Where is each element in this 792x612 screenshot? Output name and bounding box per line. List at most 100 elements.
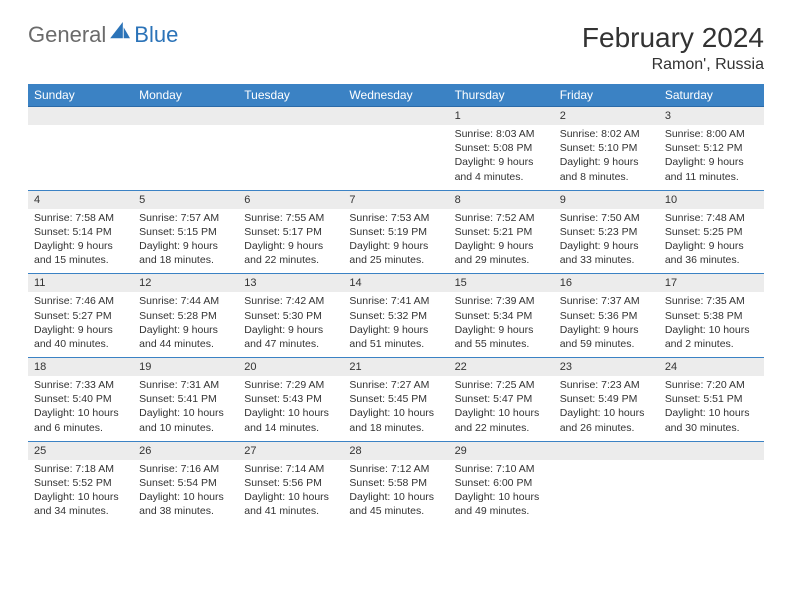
day-cell (238, 107, 343, 190)
day-number: 27 (238, 442, 343, 460)
day-header-saturday: Saturday (659, 84, 764, 106)
day-number (238, 107, 343, 125)
day-cell: 28Sunrise: 7:12 AM Sunset: 5:58 PM Dayli… (343, 442, 448, 525)
day-body (659, 460, 764, 518)
day-cell: 23Sunrise: 7:23 AM Sunset: 5:49 PM Dayli… (554, 358, 659, 441)
day-cell: 14Sunrise: 7:41 AM Sunset: 5:32 PM Dayli… (343, 274, 448, 357)
logo-sail-icon (110, 22, 132, 40)
day-number: 26 (133, 442, 238, 460)
day-body: Sunrise: 7:27 AM Sunset: 5:45 PM Dayligh… (343, 376, 448, 441)
day-number: 7 (343, 191, 448, 209)
day-cell: 22Sunrise: 7:25 AM Sunset: 5:47 PM Dayli… (449, 358, 554, 441)
day-body: Sunrise: 7:33 AM Sunset: 5:40 PM Dayligh… (28, 376, 133, 441)
day-cell: 4Sunrise: 7:58 AM Sunset: 5:14 PM Daylig… (28, 191, 133, 274)
day-cell: 27Sunrise: 7:14 AM Sunset: 5:56 PM Dayli… (238, 442, 343, 525)
day-number: 2 (554, 107, 659, 125)
day-number: 21 (343, 358, 448, 376)
day-cell (343, 107, 448, 190)
day-header-friday: Friday (554, 84, 659, 106)
day-body (238, 125, 343, 183)
day-number: 10 (659, 191, 764, 209)
day-number: 3 (659, 107, 764, 125)
day-cell: 11Sunrise: 7:46 AM Sunset: 5:27 PM Dayli… (28, 274, 133, 357)
day-body: Sunrise: 7:42 AM Sunset: 5:30 PM Dayligh… (238, 292, 343, 357)
day-cell: 8Sunrise: 7:52 AM Sunset: 5:21 PM Daylig… (449, 191, 554, 274)
day-number: 18 (28, 358, 133, 376)
day-cell: 26Sunrise: 7:16 AM Sunset: 5:54 PM Dayli… (133, 442, 238, 525)
day-body: Sunrise: 7:53 AM Sunset: 5:19 PM Dayligh… (343, 209, 448, 274)
month-title: February 2024 (582, 22, 764, 54)
week-row: 25Sunrise: 7:18 AM Sunset: 5:52 PM Dayli… (28, 442, 764, 525)
week-row: 11Sunrise: 7:46 AM Sunset: 5:27 PM Dayli… (28, 274, 764, 358)
logo-text-gray: General (28, 22, 106, 48)
day-body: Sunrise: 7:10 AM Sunset: 6:00 PM Dayligh… (449, 460, 554, 525)
week-row: 1Sunrise: 8:03 AM Sunset: 5:08 PM Daylig… (28, 107, 764, 191)
day-body: Sunrise: 7:20 AM Sunset: 5:51 PM Dayligh… (659, 376, 764, 441)
day-number: 23 (554, 358, 659, 376)
day-number (554, 442, 659, 460)
logo: General Blue (28, 22, 178, 48)
day-body: Sunrise: 7:55 AM Sunset: 5:17 PM Dayligh… (238, 209, 343, 274)
day-number: 4 (28, 191, 133, 209)
day-body: Sunrise: 7:41 AM Sunset: 5:32 PM Dayligh… (343, 292, 448, 357)
day-number: 24 (659, 358, 764, 376)
day-cell: 3Sunrise: 8:00 AM Sunset: 5:12 PM Daylig… (659, 107, 764, 190)
day-body (133, 125, 238, 183)
day-number: 6 (238, 191, 343, 209)
day-cell: 5Sunrise: 7:57 AM Sunset: 5:15 PM Daylig… (133, 191, 238, 274)
day-number: 11 (28, 274, 133, 292)
day-number: 16 (554, 274, 659, 292)
day-number: 13 (238, 274, 343, 292)
day-cell: 19Sunrise: 7:31 AM Sunset: 5:41 PM Dayli… (133, 358, 238, 441)
day-cell: 1Sunrise: 8:03 AM Sunset: 5:08 PM Daylig… (449, 107, 554, 190)
day-number: 14 (343, 274, 448, 292)
day-number: 8 (449, 191, 554, 209)
day-cell: 16Sunrise: 7:37 AM Sunset: 5:36 PM Dayli… (554, 274, 659, 357)
day-body: Sunrise: 7:37 AM Sunset: 5:36 PM Dayligh… (554, 292, 659, 357)
day-body (343, 125, 448, 183)
weeks-container: 1Sunrise: 8:03 AM Sunset: 5:08 PM Daylig… (28, 107, 764, 524)
day-number (133, 107, 238, 125)
day-header-row: Sunday Monday Tuesday Wednesday Thursday… (28, 84, 764, 107)
day-body: Sunrise: 7:39 AM Sunset: 5:34 PM Dayligh… (449, 292, 554, 357)
day-body: Sunrise: 8:00 AM Sunset: 5:12 PM Dayligh… (659, 125, 764, 190)
day-cell: 24Sunrise: 7:20 AM Sunset: 5:51 PM Dayli… (659, 358, 764, 441)
day-header-sunday: Sunday (28, 84, 133, 106)
location-text: Ramon', Russia (582, 56, 764, 74)
day-body: Sunrise: 7:14 AM Sunset: 5:56 PM Dayligh… (238, 460, 343, 525)
calendar-grid: Sunday Monday Tuesday Wednesday Thursday… (28, 84, 764, 524)
day-body: Sunrise: 7:18 AM Sunset: 5:52 PM Dayligh… (28, 460, 133, 525)
day-header-thursday: Thursday (449, 84, 554, 106)
day-number (343, 107, 448, 125)
day-cell: 18Sunrise: 7:33 AM Sunset: 5:40 PM Dayli… (28, 358, 133, 441)
day-body: Sunrise: 7:58 AM Sunset: 5:14 PM Dayligh… (28, 209, 133, 274)
day-number: 1 (449, 107, 554, 125)
title-block: February 2024 Ramon', Russia (582, 22, 764, 74)
day-cell (28, 107, 133, 190)
day-body: Sunrise: 7:44 AM Sunset: 5:28 PM Dayligh… (133, 292, 238, 357)
day-number: 22 (449, 358, 554, 376)
day-body: Sunrise: 8:03 AM Sunset: 5:08 PM Dayligh… (449, 125, 554, 190)
day-body (554, 460, 659, 518)
day-cell: 21Sunrise: 7:27 AM Sunset: 5:45 PM Dayli… (343, 358, 448, 441)
week-row: 18Sunrise: 7:33 AM Sunset: 5:40 PM Dayli… (28, 358, 764, 442)
day-number: 15 (449, 274, 554, 292)
day-cell: 12Sunrise: 7:44 AM Sunset: 5:28 PM Dayli… (133, 274, 238, 357)
day-header-monday: Monday (133, 84, 238, 106)
day-body: Sunrise: 7:46 AM Sunset: 5:27 PM Dayligh… (28, 292, 133, 357)
day-body: Sunrise: 7:31 AM Sunset: 5:41 PM Dayligh… (133, 376, 238, 441)
day-number (28, 107, 133, 125)
day-number: 19 (133, 358, 238, 376)
day-number: 25 (28, 442, 133, 460)
header: General Blue February 2024 Ramon', Russi… (28, 22, 764, 74)
day-body: Sunrise: 7:25 AM Sunset: 5:47 PM Dayligh… (449, 376, 554, 441)
day-cell: 15Sunrise: 7:39 AM Sunset: 5:34 PM Dayli… (449, 274, 554, 357)
day-body: Sunrise: 7:57 AM Sunset: 5:15 PM Dayligh… (133, 209, 238, 274)
day-cell: 2Sunrise: 8:02 AM Sunset: 5:10 PM Daylig… (554, 107, 659, 190)
day-number: 29 (449, 442, 554, 460)
day-body: Sunrise: 7:48 AM Sunset: 5:25 PM Dayligh… (659, 209, 764, 274)
day-cell: 9Sunrise: 7:50 AM Sunset: 5:23 PM Daylig… (554, 191, 659, 274)
day-body: Sunrise: 7:12 AM Sunset: 5:58 PM Dayligh… (343, 460, 448, 525)
day-body: Sunrise: 7:35 AM Sunset: 5:38 PM Dayligh… (659, 292, 764, 357)
day-body: Sunrise: 8:02 AM Sunset: 5:10 PM Dayligh… (554, 125, 659, 190)
